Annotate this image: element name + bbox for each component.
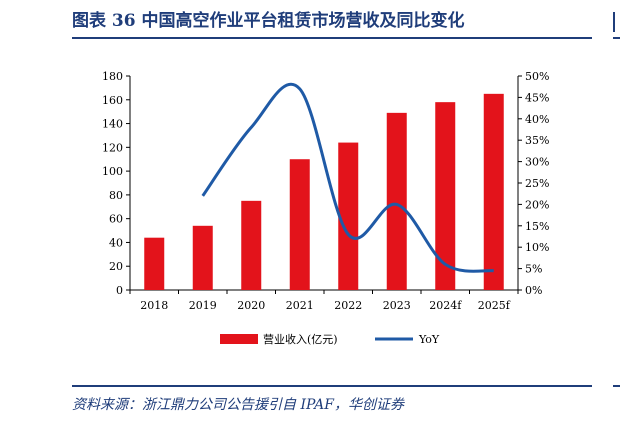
revenue-bar	[192, 225, 213, 290]
left-tick-label: 180	[102, 70, 123, 83]
right-tick-label: 10%	[525, 241, 549, 254]
right-tick-label: 35%	[525, 134, 549, 147]
x-tick-label: 2025f	[478, 299, 511, 312]
left-tick-label: 160	[102, 94, 123, 107]
right-tick-label: 45%	[525, 91, 549, 104]
left-tick-label: 140	[102, 118, 123, 131]
left-tick-label: 20	[109, 260, 123, 273]
left-tick-label: 100	[102, 165, 123, 178]
legend-line-label: YoY	[418, 333, 440, 346]
axes	[126, 75, 522, 294]
revenue-bar	[144, 237, 165, 290]
revenue-bar	[338, 142, 359, 290]
legend-bar-label: 营业收入(亿元)	[263, 332, 338, 346]
left-tick-label: 0	[116, 284, 123, 297]
left-tick-label: 80	[109, 189, 123, 202]
x-tick-label: 2024f	[429, 299, 462, 312]
revenue-bar	[483, 93, 504, 290]
x-tick-label: 2023	[383, 299, 411, 312]
side-rule-top	[613, 37, 620, 39]
left-tick-label: 120	[102, 141, 123, 154]
source-rule	[72, 385, 592, 387]
legend-bar-swatch	[220, 334, 258, 344]
right-tick-label: 15%	[525, 220, 549, 233]
source-note: 资料来源：浙江鼎力公司公告援引自 IPAF，华创证券	[72, 397, 404, 413]
left-tick-label: 60	[109, 213, 123, 226]
chart-title: 图表 36 中国高空作业平台租赁市场营收及同比变化	[72, 11, 465, 31]
revenue-bar	[289, 159, 310, 290]
revenue-bar	[435, 102, 456, 291]
right-tick-label: 50%	[525, 70, 549, 83]
x-tick-label: 2019	[189, 299, 217, 312]
right-tick-label: 25%	[525, 177, 549, 190]
right-tick-label: 0%	[525, 284, 542, 297]
legend: 营业收入(亿元) YoY	[220, 332, 440, 346]
side-mark	[613, 12, 620, 32]
right-tick-label: 20%	[525, 198, 549, 211]
title-rule	[72, 37, 592, 39]
x-tick-label: 2020	[237, 299, 265, 312]
right-tick-label: 40%	[525, 113, 549, 126]
bars	[144, 93, 504, 291]
x-tick-label: 2018	[140, 299, 168, 312]
left-tick-label: 40	[109, 236, 123, 249]
yoy-line	[201, 82, 494, 273]
revenue-bar	[241, 200, 262, 290]
revenue-bar	[386, 112, 407, 290]
side-rule-bottom	[613, 385, 620, 387]
x-tick-label: 2022	[334, 299, 362, 312]
tick-labels: 0 20 40 60 80 100 120 140 160 180 0% 5% 10% 15% 20% 25%…	[102, 70, 549, 312]
right-tick-label: 30%	[525, 156, 549, 169]
x-tick-label: 2021	[286, 299, 314, 312]
right-tick-label: 5%	[525, 263, 542, 276]
yoy-line-path	[201, 82, 494, 273]
